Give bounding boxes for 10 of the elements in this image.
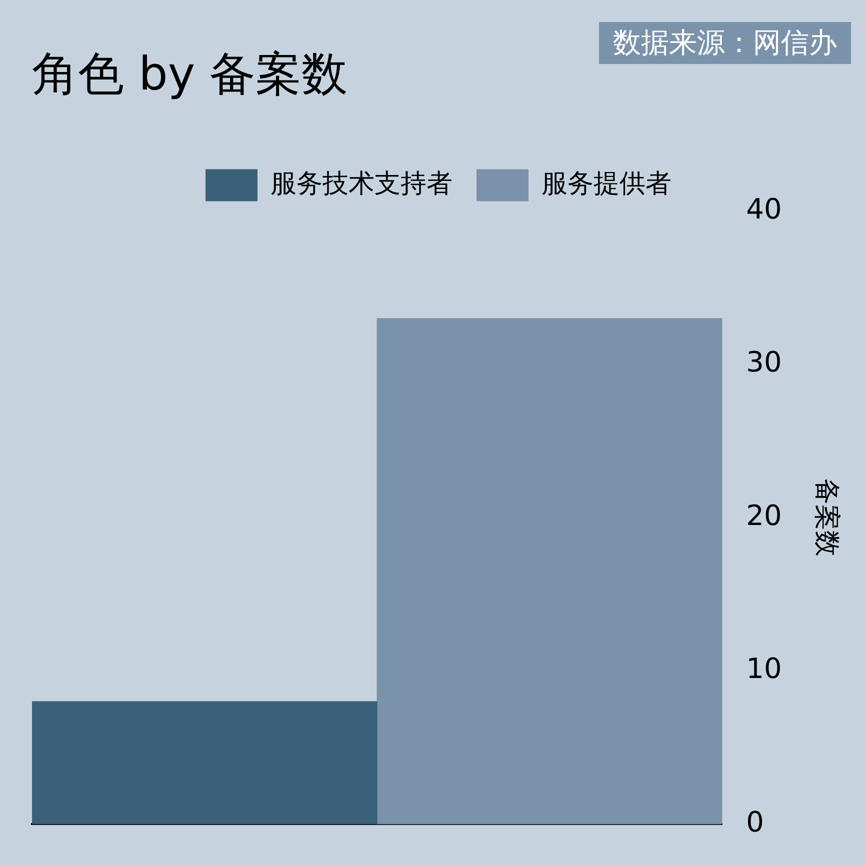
- y-tick-label: 0: [746, 805, 764, 838]
- y-tick-label: 30: [746, 346, 782, 379]
- y-tick-label: 20: [746, 498, 782, 532]
- chart-title: 角色 by 备案数: [32, 46, 348, 101]
- source-note: 数据来源：网信办: [599, 22, 851, 64]
- y-tick-label: 40: [746, 192, 782, 226]
- y-tick-label: 10: [746, 652, 782, 686]
- legend-label: 服务技术支持者: [270, 168, 452, 199]
- y-axis-title: 备案数: [812, 478, 842, 557]
- legend-label: 服务提供者: [542, 168, 672, 199]
